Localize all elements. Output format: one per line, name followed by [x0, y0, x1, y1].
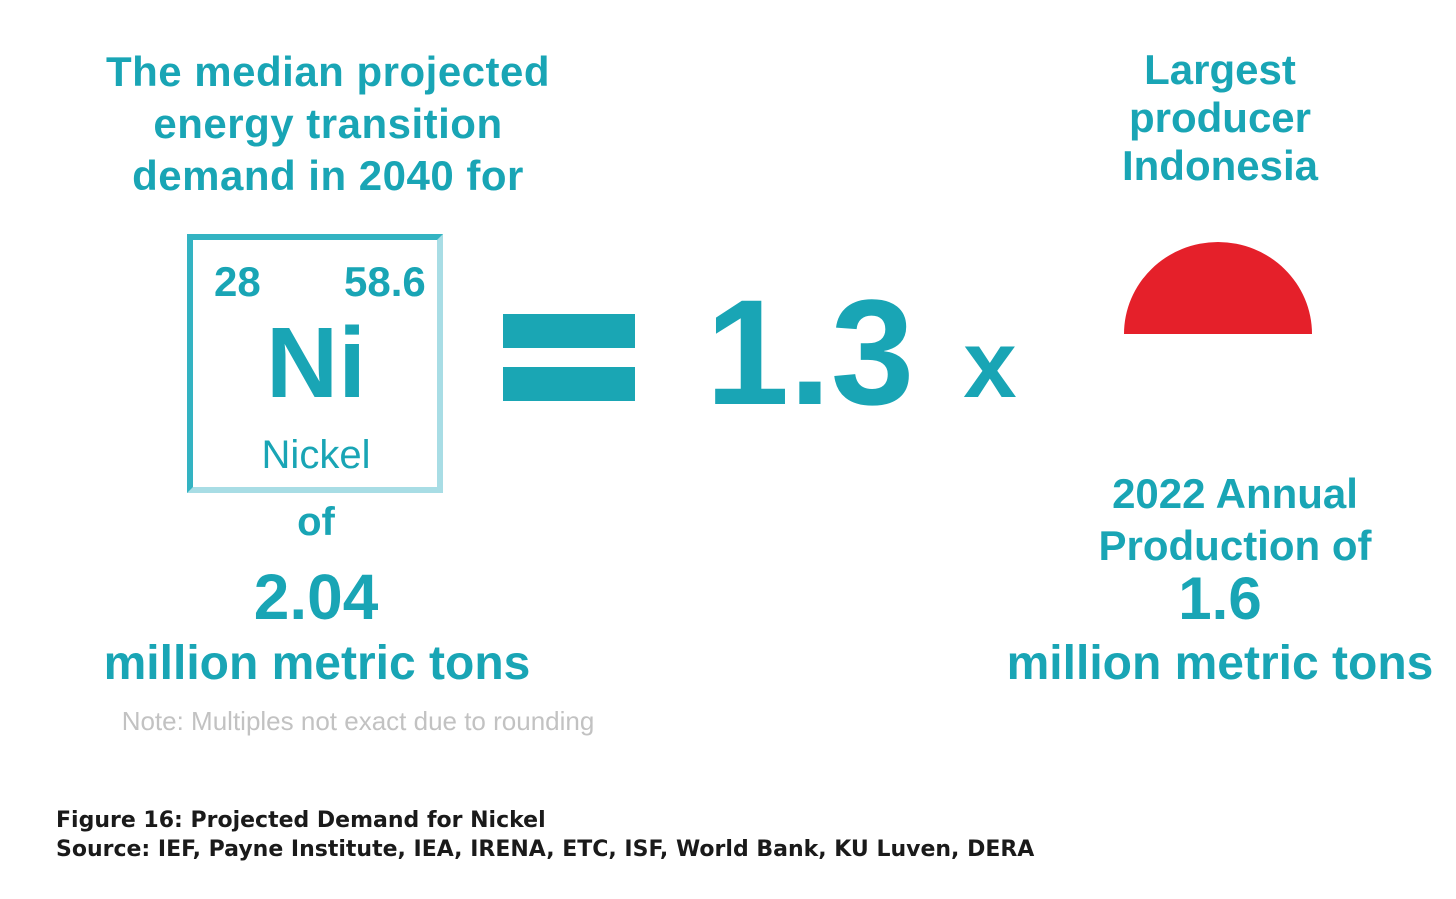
periodic-element-tile: [187, 234, 443, 493]
production-label: 2022 Annual Production of: [1070, 468, 1400, 572]
element-symbol: Ni: [266, 307, 366, 419]
producer-title-line: producer: [1128, 94, 1312, 141]
equals-sign-top-bar: [503, 314, 635, 348]
headline-line: demand in 2040 for: [132, 152, 524, 199]
of-label: of: [297, 500, 335, 544]
producer-title-line: Largest: [1144, 46, 1296, 93]
producer-title: Largest producer Indonesia: [1080, 46, 1360, 190]
headline-line: The median projected: [105, 48, 551, 95]
times-sign: x: [963, 311, 1017, 418]
figure-caption: Figure 16: Projected Demand for Nickel S…: [56, 806, 1034, 864]
production-label-line: Production of: [1098, 522, 1372, 569]
multiple-value: 1.3: [705, 268, 915, 436]
rounding-note: Note: Multiples not exact due to roundin…: [121, 706, 595, 736]
figure-source: Source: IEF, Payne Institute, IEA, IRENA…: [56, 837, 1035, 862]
demand-unit: million metric tons: [103, 637, 531, 690]
equals-sign-bottom-bar: [503, 367, 635, 401]
production-label-line: 2022 Annual: [1112, 470, 1358, 517]
producer-title-line: Indonesia: [1121, 142, 1319, 189]
figure-title: Figure 16: Projected Demand for Nickel: [56, 808, 546, 833]
indonesia-flag-icon: [1124, 242, 1312, 334]
headline: The median projected energy transition d…: [60, 46, 596, 202]
production-value: 1.6: [1178, 565, 1262, 632]
demand-value: 2.04: [253, 561, 379, 633]
atomic-mass: 58.6: [344, 258, 426, 305]
element-name: Nickel: [261, 433, 371, 477]
production-unit: million metric tons: [1006, 637, 1434, 690]
headline-line: energy transition: [153, 100, 503, 147]
atomic-number: 28: [214, 258, 261, 305]
